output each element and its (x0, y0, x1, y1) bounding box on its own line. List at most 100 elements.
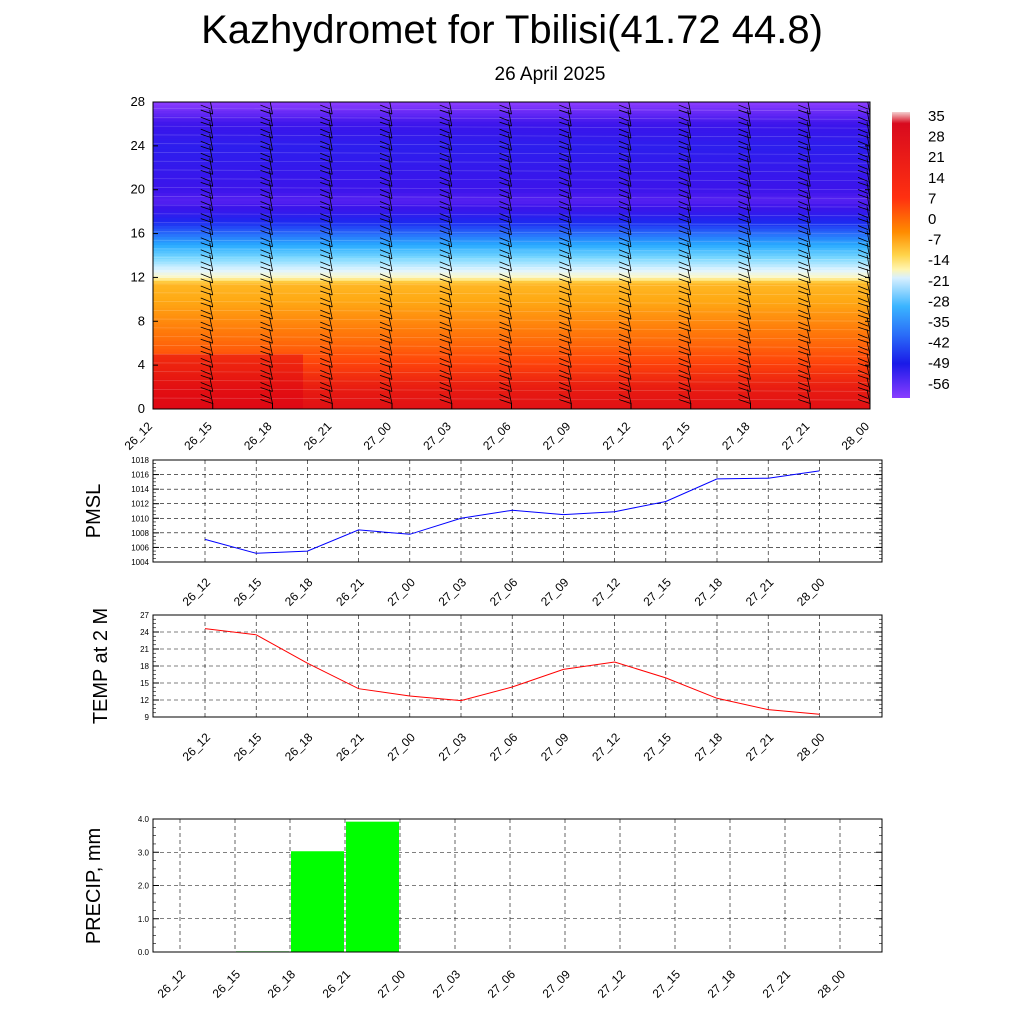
wind-barb (200, 317, 214, 332)
heatmap-band (153, 321, 870, 325)
wind-barb (499, 182, 512, 199)
wind-barb (320, 110, 333, 127)
wind-barb (559, 254, 572, 272)
wind-barb (798, 182, 811, 199)
heatmap-band (153, 389, 870, 394)
wind-barb (559, 134, 572, 151)
heatmap-y-tick-label: 28 (131, 94, 145, 109)
wind-barb (200, 292, 214, 308)
heatmap-band (153, 288, 870, 292)
wind-barb (678, 353, 692, 368)
heatmap-band (153, 392, 870, 396)
heatmap-x-tick-label: 27_15 (659, 419, 693, 453)
wind-barb (260, 194, 273, 211)
wind-barb (153, 389, 154, 392)
heatmap-band (153, 115, 870, 120)
wind-barb (499, 134, 512, 151)
wind-barb (678, 102, 692, 115)
wind-barb (738, 242, 751, 260)
wind-barb (200, 170, 214, 187)
x-tick-label: 27_09 (538, 730, 572, 764)
wind-barb (559, 102, 572, 115)
heatmap-band (153, 247, 870, 251)
wind-barb (439, 218, 453, 236)
heatmap-band (153, 154, 870, 158)
heatmap-x-tick-label: 26_18 (241, 419, 275, 453)
heatmap-y-tick-label: 4 (138, 357, 145, 372)
heatmap-band (153, 285, 870, 289)
isotherm-contour (153, 283, 870, 287)
precip-grid (153, 819, 882, 952)
heatmap-band (153, 186, 870, 191)
wind-barb (200, 122, 214, 139)
heatmap-band (153, 395, 870, 399)
wind-barb (439, 158, 453, 175)
wind-barb (320, 122, 333, 139)
isotherm-contour (153, 397, 870, 401)
wind-barb (200, 134, 214, 151)
heatmap-band (153, 313, 870, 317)
x-tick-label: 27_00 (384, 730, 418, 764)
heatmap-x-tick-label: 27_06 (480, 419, 514, 453)
wind-barb (153, 305, 154, 308)
y-tick-label: 1006 (131, 543, 149, 552)
heatmap-band (153, 318, 870, 322)
y-tick-label: 1018 (131, 456, 149, 465)
isotherm-contour (153, 143, 870, 146)
y-tick-label: 1.0 (138, 915, 150, 924)
wind-barb (379, 268, 393, 284)
wind-barb (798, 280, 811, 296)
wind-barb (678, 218, 692, 236)
heatmap-band (153, 206, 870, 210)
isotherm-contour (153, 248, 870, 252)
heatmap-band (153, 132, 870, 136)
isotherm-contour (153, 117, 870, 120)
colorbar: 35 28 21 14 7 0 -7 -14 -21 -28 -35 -42 -49 -56 (892, 108, 950, 398)
heatmap-x-tick-label: 26_15 (181, 419, 215, 453)
heatmap-y-tick-label: 16 (131, 226, 145, 241)
colorbar-label: 28 (928, 129, 945, 146)
wind-barb (260, 341, 273, 356)
wind-barb (559, 206, 572, 223)
wind-barb (379, 230, 393, 248)
wind-barb (499, 230, 512, 248)
heatmap-band (153, 148, 870, 152)
wind-barb (260, 170, 273, 187)
wind-barb (439, 134, 453, 151)
x-tick-label: 27_15 (640, 575, 674, 609)
colorbar-label: -7 (928, 232, 941, 249)
wind-barb (499, 218, 512, 236)
y-tick-label: 1012 (131, 500, 149, 509)
wind-barb (320, 329, 333, 344)
heatmap-band (153, 214, 870, 218)
heatmap-band (153, 367, 870, 372)
heatmap-band (153, 291, 870, 295)
heatmap-band (153, 351, 870, 355)
wind-barb (320, 341, 333, 356)
x-tick-label: 26_18 (282, 575, 316, 609)
heatmap-band (153, 228, 870, 232)
heatmap-band (153, 104, 870, 109)
y-tick-label: 1016 (131, 471, 149, 480)
wind-barb (260, 365, 273, 380)
isotherm-contour (153, 108, 870, 111)
wind-barb (260, 329, 273, 344)
wind-barb (320, 218, 333, 236)
wind-barb (200, 254, 214, 272)
wind-barb (738, 110, 751, 127)
wind-barb (559, 146, 572, 163)
heatmap-band (153, 293, 870, 298)
wind-barb (738, 206, 751, 223)
wind-barb (499, 254, 512, 272)
isotherm-contour (153, 213, 870, 217)
x-tick-label: 27_12 (589, 575, 623, 609)
wind-barb (798, 329, 811, 344)
x-tick-label: 28_00 (815, 967, 849, 1001)
y-tick-label: 21 (140, 645, 149, 654)
wind-barb (499, 206, 512, 223)
heatmap-band (153, 222, 870, 226)
wind-barb (618, 170, 632, 187)
wind-barb (738, 158, 751, 175)
heatmap-band (153, 310, 870, 314)
wind-barb (320, 194, 333, 211)
